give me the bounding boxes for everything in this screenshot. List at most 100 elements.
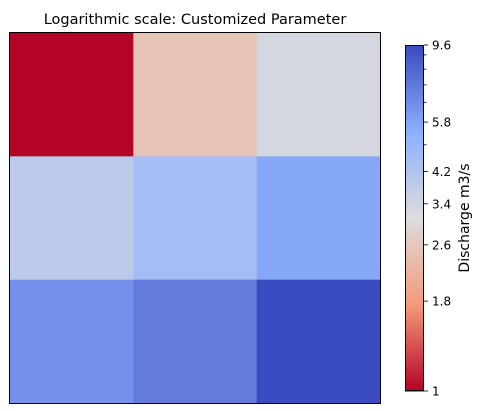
colorbar-segment	[405, 369, 424, 372]
colorbar-segment	[405, 339, 424, 342]
colorbar-segment	[405, 325, 424, 328]
colorbar-segment	[405, 177, 424, 180]
colorbar-label: Discharge m3/s	[457, 163, 473, 272]
colorbar-segment	[405, 117, 424, 120]
colorbar-segment	[405, 341, 424, 344]
colorbar-segment	[405, 71, 424, 74]
colorbar-segment	[405, 335, 424, 338]
colorbar-segment	[405, 59, 424, 62]
colorbar-segment	[405, 91, 424, 94]
colorbar-segment	[405, 377, 424, 380]
colorbar-segment	[405, 317, 424, 320]
colorbar-segment	[405, 45, 424, 48]
colorbar-segment	[405, 249, 424, 252]
colorbar-segment	[405, 79, 424, 82]
colorbar-segment	[405, 221, 424, 224]
colorbar-segment	[405, 131, 424, 134]
colorbar-segment	[405, 185, 424, 188]
colorbar-segment	[405, 299, 424, 302]
colorbar-segment	[405, 189, 424, 192]
colorbar-segment	[405, 293, 424, 296]
colorbar-segment	[405, 237, 424, 240]
colorbar-segment	[405, 137, 424, 140]
colorbar-segment	[405, 311, 424, 314]
colorbar-segment	[405, 99, 424, 102]
colorbar-segment	[405, 209, 424, 212]
colorbar-segment	[405, 163, 424, 166]
chart-title: Logarithmic scale: Customized Parameter	[44, 12, 347, 28]
colorbar-segment	[405, 327, 424, 330]
colorbar-segment	[405, 201, 424, 204]
colorbar-segment	[405, 283, 424, 286]
colorbar-segment	[405, 263, 424, 266]
colorbar-segment	[405, 361, 424, 364]
colorbar-segment	[405, 329, 424, 332]
heatmap-cell	[256, 156, 381, 281]
colorbar-segment	[405, 105, 424, 108]
heatmap-cell	[133, 156, 258, 281]
colorbar-segment	[405, 83, 424, 86]
colorbar-segment	[405, 109, 424, 112]
colorbar-segment	[405, 53, 424, 56]
colorbar-segment	[405, 301, 424, 304]
colorbar-segment	[405, 319, 424, 322]
colorbar-segment	[405, 213, 424, 216]
colorbar-tick-label: 1	[432, 385, 440, 399]
colorbar-segment	[405, 375, 424, 378]
colorbar-segment	[405, 217, 424, 220]
colorbar-segment	[405, 241, 424, 244]
colorbar-segment	[405, 207, 424, 210]
colorbar-segment	[405, 269, 424, 272]
colorbar-segment	[405, 75, 424, 78]
colorbar-segment	[405, 387, 424, 390]
colorbar-segment	[405, 87, 424, 90]
colorbar-segment	[405, 259, 424, 262]
colorbar-segment	[405, 191, 424, 194]
colorbar-segment	[405, 61, 424, 64]
colorbar-segment	[405, 267, 424, 270]
colorbar-segment	[405, 385, 424, 388]
colorbar-tick-label: 1.8	[432, 295, 451, 309]
colorbar-segment	[405, 47, 424, 50]
colorbar-segment	[405, 291, 424, 294]
heatmap-cell	[256, 279, 381, 404]
colorbar-segment	[405, 95, 424, 98]
colorbar-segment	[405, 167, 424, 170]
colorbar-segment	[405, 383, 424, 386]
colorbar-tick-label: 3.4	[432, 197, 451, 211]
colorbar-segment	[405, 245, 424, 248]
colorbar-segment	[405, 113, 424, 116]
colorbar-segment	[405, 281, 424, 284]
colorbar-segment	[405, 333, 424, 336]
colorbar-segment	[405, 111, 424, 114]
colorbar-segment	[405, 81, 424, 84]
colorbar-segment	[405, 225, 424, 228]
colorbar-segment	[405, 255, 424, 258]
colorbar-segment	[405, 89, 424, 92]
colorbar-segment	[405, 243, 424, 246]
colorbar-segment	[405, 307, 424, 310]
colorbar-segment	[405, 97, 424, 100]
colorbar-segment	[405, 287, 424, 290]
colorbar-segment	[405, 253, 424, 256]
colorbar-segment	[405, 297, 424, 300]
colorbar-segment	[405, 309, 424, 312]
colorbar-segment	[405, 315, 424, 318]
colorbar-segment	[405, 229, 424, 232]
colorbar-segment	[405, 211, 424, 214]
colorbar-segment	[405, 65, 424, 68]
colorbar-tick-label: 9.6	[432, 39, 451, 53]
colorbar-segment	[405, 273, 424, 276]
colorbar-segment	[405, 125, 424, 128]
colorbar-segment	[405, 49, 424, 52]
colorbar-segment	[405, 261, 424, 264]
colorbar-segment	[405, 173, 424, 176]
colorbar: 1 1.8 2.6 3.4 4.2 5.8 9.6	[405, 39, 451, 399]
colorbar-segment	[405, 345, 424, 348]
colorbar-segment	[405, 171, 424, 174]
colorbar-segment	[405, 147, 424, 150]
colorbar-segment	[405, 135, 424, 138]
colorbar-segment	[405, 359, 424, 362]
colorbar-segment	[405, 357, 424, 360]
